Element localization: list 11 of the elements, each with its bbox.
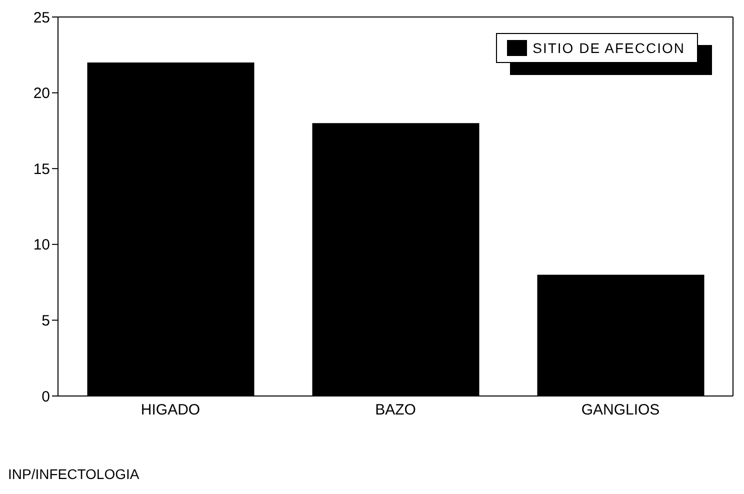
x-tick-label: HIGADO: [140, 402, 200, 419]
x-tick-label: GANGLIOS: [581, 402, 660, 419]
y-tick-label: 25: [33, 9, 50, 26]
x-tick-label: BAZO: [375, 402, 416, 419]
y-tick-label: 20: [33, 85, 50, 102]
y-tick-label: 15: [33, 160, 50, 178]
y-tick-label: 0: [42, 388, 50, 406]
text: INP/INFECTOLOGIA: [8, 466, 140, 482]
y-tick-label: 10: [33, 236, 50, 254]
legend-label: SITIO DE AFECCION: [532, 40, 685, 56]
y-tick-label: 5: [42, 312, 50, 330]
